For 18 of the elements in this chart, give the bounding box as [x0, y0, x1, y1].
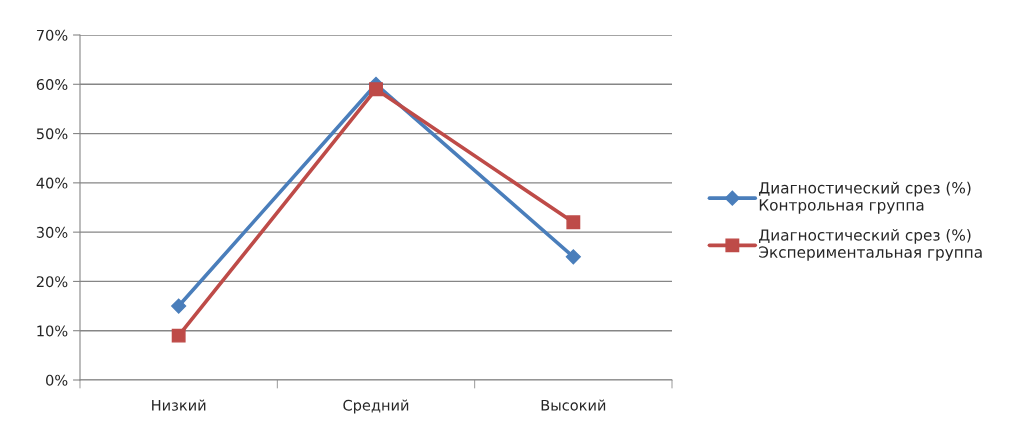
y-tick-label: 50%	[36, 128, 68, 140]
y-tick-label: 0%	[46, 374, 68, 386]
y-tick-label: 30%	[36, 226, 68, 238]
x-tick-label: Низкий	[152, 399, 206, 411]
point	[566, 215, 581, 230]
y-tick-label: 70%	[36, 29, 68, 41]
y-tick-label: 60%	[36, 79, 68, 91]
x-tick-label: Высокий	[541, 399, 606, 411]
y-tick-label: 40%	[36, 177, 68, 189]
x-tick-label: Средний	[343, 399, 409, 414]
y-tick-label: 20%	[36, 276, 68, 288]
point	[565, 249, 581, 265]
y-tick-label: 10%	[37, 325, 68, 337]
point	[171, 328, 186, 343]
legend-label: Диагностический срез (%) Контрольная группа	[759, 181, 971, 214]
legend-label: Диагностический срез (%) Экспериментальная группа	[759, 228, 982, 261]
point	[369, 82, 383, 97]
point	[171, 298, 187, 314]
